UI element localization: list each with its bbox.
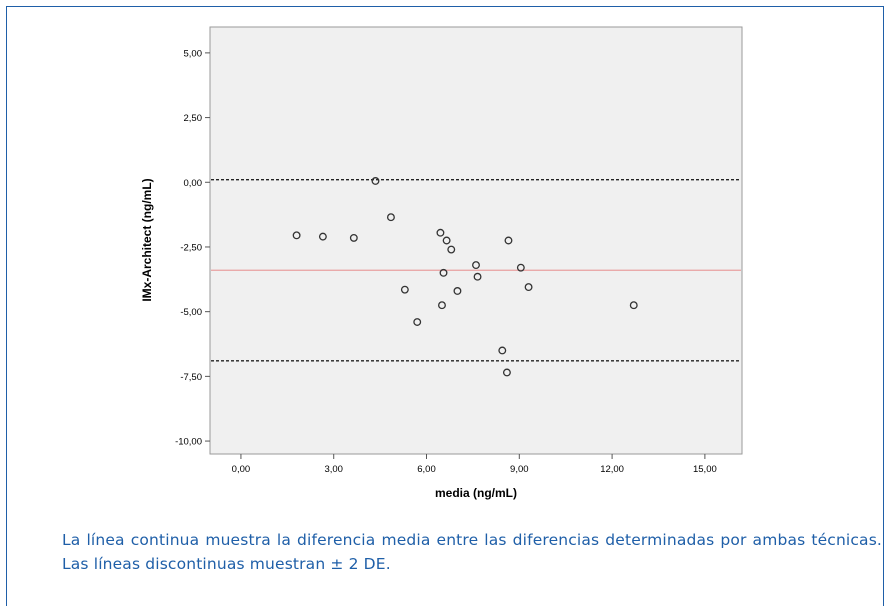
y-tick-label: 2,50 [184,113,203,124]
data-point [442,236,451,245]
scatter-chart: 5,00 2,50 0,00 -2,50 -5,00 -7,50 -10,00 0,00 3,… [140,26,743,500]
data-point [438,301,446,310]
x-tick-label: 6,00 [417,464,436,475]
data-point [371,177,380,185]
y-tick-label: -10,00 [175,437,202,448]
y-tick-label: 0,00 [184,178,203,189]
data-point [472,261,480,270]
data-point [447,245,456,254]
data-point [629,301,638,310]
x-axis-label: media (ng/mL) [435,486,517,500]
data-point [318,232,327,241]
data-point [400,285,409,294]
y-tick-label: -2,50 [180,242,202,253]
x-axis: 0,00 3,00 6,00 9,00 12,00 15,00 [232,454,717,475]
figure-caption: La línea continua muestra la diferencia … [62,531,882,573]
x-tick-label: 12,00 [600,464,624,475]
data-point [473,272,482,281]
y-axis: 5,00 2,50 0,00 -2,50 -5,00 -7,50 -10,00 [175,48,210,448]
x-tick-label: 0,00 [232,464,251,475]
y-tick-label: 5,00 [184,48,203,59]
data-point [439,268,448,277]
data-point [453,287,462,295]
data-point [386,213,395,222]
data-point [292,231,301,240]
reference-lines [211,179,741,362]
data-points [292,177,638,377]
data-point [349,233,358,242]
x-tick-label: 15,00 [693,464,717,475]
data-point [436,228,445,237]
data-point [498,346,507,355]
data-point [504,236,513,245]
plot-area [209,26,743,455]
x-tick-label: 9,00 [510,464,529,475]
figure-frame [6,6,884,606]
y-tick-label: -5,00 [180,307,202,318]
x-tick-label: 3,00 [324,464,343,475]
data-point [502,368,511,377]
data-point [524,283,533,292]
data-point [413,318,422,326]
y-tick-label: -7,50 [180,372,202,383]
y-axis-label: IMx-Architect (ng/mL) [140,178,154,301]
data-point [516,263,525,272]
